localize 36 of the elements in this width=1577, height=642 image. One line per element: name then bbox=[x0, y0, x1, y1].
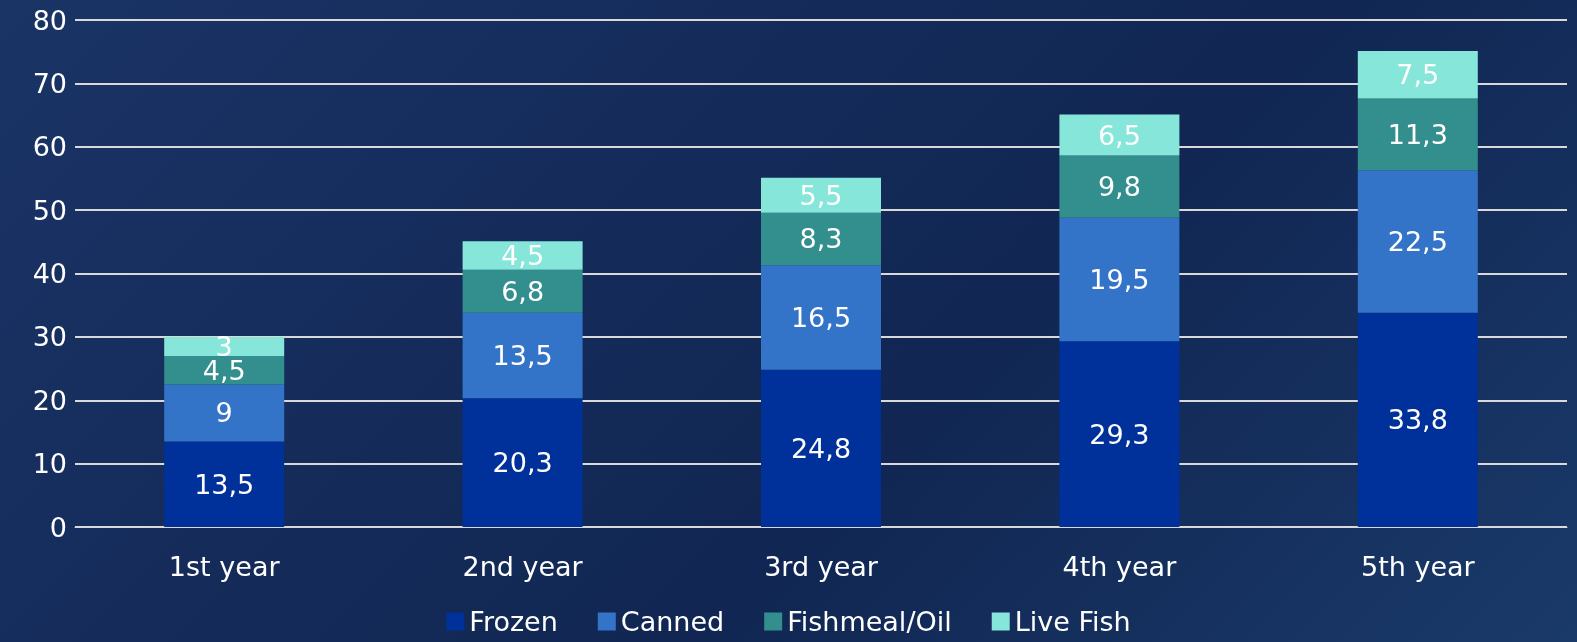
data-label: 16,5 bbox=[790, 302, 852, 334]
data-label: 13,5 bbox=[492, 340, 553, 372]
data-label: 9,8 bbox=[1097, 171, 1141, 203]
data-label: 19,5 bbox=[1089, 264, 1150, 296]
y-tick-label: 50 bbox=[32, 194, 67, 226]
legend-label: Live Fish bbox=[1014, 606, 1131, 637]
data-label: 6,8 bbox=[501, 275, 545, 307]
legend-label: Fishmeal/Oil bbox=[787, 606, 952, 637]
y-tick-label: 80 bbox=[32, 4, 67, 36]
data-label: 9 bbox=[215, 397, 233, 429]
data-label: 8,3 bbox=[799, 223, 843, 255]
x-tick-label: 3rd year bbox=[764, 551, 879, 582]
y-tick-label: 0 bbox=[49, 511, 67, 543]
y-tick-label: 70 bbox=[32, 67, 67, 99]
legend-label: Frozen bbox=[469, 606, 558, 637]
data-label: 4,5 bbox=[501, 239, 545, 271]
x-tick-label: 2nd year bbox=[462, 551, 584, 582]
data-label: 20,3 bbox=[492, 447, 553, 479]
data-label: 33,8 bbox=[1387, 404, 1448, 436]
data-label: 29,3 bbox=[1089, 418, 1150, 450]
y-tick-label: 30 bbox=[32, 321, 67, 353]
y-tick-label: 40 bbox=[32, 258, 67, 289]
data-label: 5,5 bbox=[799, 179, 843, 211]
data-label: 13,5 bbox=[194, 468, 255, 500]
x-tick-label: 5th year bbox=[1360, 551, 1476, 582]
data-label: 24,8 bbox=[790, 432, 852, 464]
data-label: 7,5 bbox=[1396, 59, 1440, 91]
x-tick-label: 1st year bbox=[168, 551, 281, 582]
x-tick-label: 4th year bbox=[1062, 551, 1178, 582]
data-label: 11,3 bbox=[1387, 118, 1448, 150]
y-tick-label: 20 bbox=[32, 384, 67, 416]
y-tick-label: 10 bbox=[32, 448, 67, 480]
legend-label: Canned bbox=[620, 606, 725, 637]
data-label: 6,5 bbox=[1097, 119, 1141, 151]
data-label: 22,5 bbox=[1387, 226, 1448, 257]
y-tick-label: 60 bbox=[32, 131, 67, 163]
